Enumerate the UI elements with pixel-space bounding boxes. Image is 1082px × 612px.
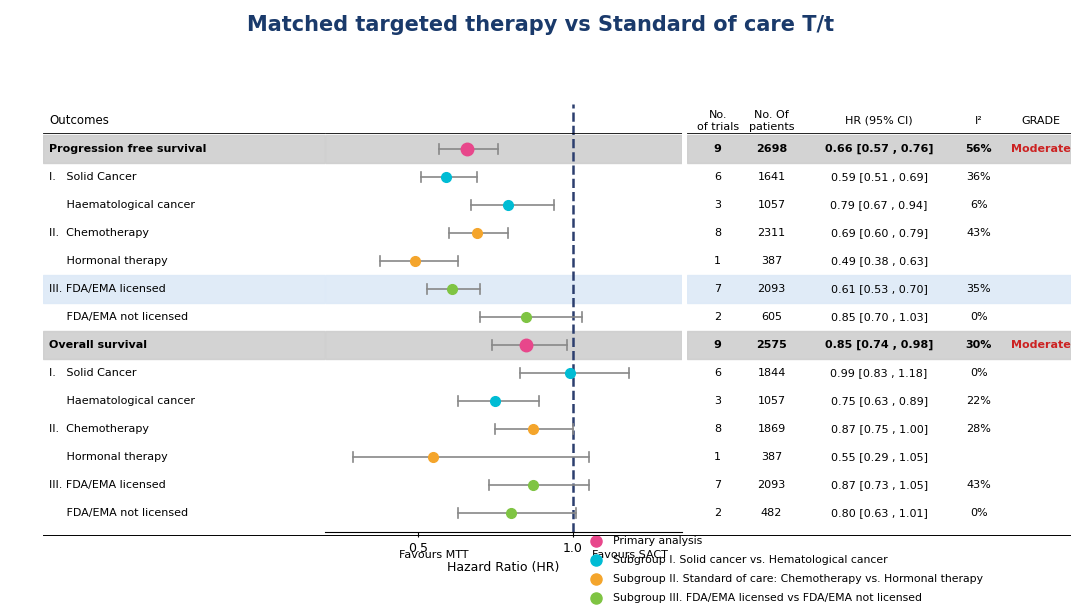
Text: Hormonal therapy: Hormonal therapy	[49, 256, 168, 266]
Bar	[325, 135, 682, 163]
Text: I.   Solid Cancer: I. Solid Cancer	[49, 368, 136, 378]
Text: Haematological cancer: Haematological cancer	[49, 200, 195, 210]
Text: Outcomes: Outcomes	[49, 114, 109, 127]
Text: 22%: 22%	[966, 396, 991, 406]
Text: 1057: 1057	[757, 396, 786, 406]
Text: FDA/EMA not licensed: FDA/EMA not licensed	[49, 508, 188, 518]
Text: 1057: 1057	[757, 200, 786, 210]
Text: GRADE: GRADE	[1021, 116, 1060, 126]
Text: 2: 2	[714, 508, 722, 518]
Text: Subgroup I. Solid cancer vs. Hematological cancer: Subgroup I. Solid cancer vs. Hematologic…	[613, 554, 888, 565]
Text: 605: 605	[761, 312, 782, 322]
Text: FDA/EMA not licensed: FDA/EMA not licensed	[49, 312, 188, 322]
Text: 7: 7	[714, 480, 722, 490]
Text: 1: 1	[714, 452, 722, 462]
Text: 0.59 [0.51 , 0.69]: 0.59 [0.51 , 0.69]	[831, 172, 927, 182]
Text: III. FDA/EMA licensed: III. FDA/EMA licensed	[49, 284, 166, 294]
Text: 482: 482	[761, 508, 782, 518]
Text: I.   Solid Cancer: I. Solid Cancer	[49, 172, 136, 182]
Text: 2698: 2698	[756, 144, 788, 154]
Text: 2575: 2575	[756, 340, 787, 350]
Bar	[325, 275, 682, 303]
Text: 56%: 56%	[965, 144, 992, 154]
Text: 2: 2	[714, 312, 722, 322]
Text: 0.49 [0.38 , 0.63]: 0.49 [0.38 , 0.63]	[831, 256, 927, 266]
Text: 0.75 [0.63 , 0.89]: 0.75 [0.63 , 0.89]	[831, 396, 927, 406]
Text: No.
of trials: No. of trials	[697, 110, 739, 132]
Text: 3: 3	[714, 200, 722, 210]
Text: 387: 387	[761, 256, 782, 266]
Text: Moderate: Moderate	[1011, 340, 1070, 350]
Text: 28%: 28%	[966, 424, 991, 434]
Bar	[43, 331, 325, 359]
Text: 8: 8	[714, 424, 722, 434]
Bar	[325, 331, 682, 359]
Text: 6: 6	[714, 368, 722, 378]
Text: 9: 9	[714, 340, 722, 350]
Text: 387: 387	[761, 452, 782, 462]
Bar	[687, 275, 1071, 303]
Text: Subgroup II. Standard of care: Chemotherapy vs. Hormonal therapy: Subgroup II. Standard of care: Chemother…	[613, 574, 984, 584]
Text: 36%: 36%	[966, 172, 991, 182]
Text: Haematological cancer: Haematological cancer	[49, 396, 195, 406]
Text: 8: 8	[714, 228, 722, 238]
Text: II.  Chemotherapy: II. Chemotherapy	[49, 424, 149, 434]
Text: 0.79 [0.67 , 0.94]: 0.79 [0.67 , 0.94]	[831, 200, 927, 210]
Text: 6%: 6%	[971, 200, 988, 210]
Text: 0.66 [0.57 , 0.76]: 0.66 [0.57 , 0.76]	[824, 144, 934, 154]
Text: Favours MTT: Favours MTT	[398, 550, 469, 559]
Text: 1869: 1869	[757, 424, 786, 434]
Text: 43%: 43%	[966, 228, 991, 238]
Text: II.  Chemotherapy: II. Chemotherapy	[49, 228, 149, 238]
Text: 9: 9	[714, 144, 722, 154]
Text: Matched targeted therapy vs Standard of care T/t: Matched targeted therapy vs Standard of …	[248, 15, 834, 35]
Text: 0.85 [0.70 , 1.03]: 0.85 [0.70 , 1.03]	[831, 312, 927, 322]
Text: 3: 3	[714, 396, 722, 406]
Text: Subgroup III. FDA/EMA licensed vs FDA/EMA not licensed: Subgroup III. FDA/EMA licensed vs FDA/EM…	[613, 593, 923, 603]
Text: Overall survival: Overall survival	[49, 340, 147, 350]
Text: 43%: 43%	[966, 480, 991, 490]
Text: Moderate: Moderate	[1011, 144, 1070, 154]
Text: 30%: 30%	[966, 340, 992, 350]
Text: 0.55 [0.29 , 1.05]: 0.55 [0.29 , 1.05]	[831, 452, 927, 462]
Bar	[43, 275, 325, 303]
Text: Hormonal therapy: Hormonal therapy	[49, 452, 168, 462]
Text: Favours SACT: Favours SACT	[592, 550, 668, 559]
Text: 0.61 [0.53 , 0.70]: 0.61 [0.53 , 0.70]	[831, 284, 927, 294]
Bar	[43, 135, 325, 163]
Text: 2093: 2093	[757, 480, 786, 490]
Text: III. FDA/EMA licensed: III. FDA/EMA licensed	[49, 480, 166, 490]
Text: 0.87 [0.75 , 1.00]: 0.87 [0.75 , 1.00]	[831, 424, 927, 434]
Text: 6: 6	[714, 172, 722, 182]
Text: 0.99 [0.83 , 1.18]: 0.99 [0.83 , 1.18]	[831, 368, 927, 378]
Text: 0.85 [0.74 , 0.98]: 0.85 [0.74 , 0.98]	[824, 340, 934, 350]
Text: I²: I²	[975, 116, 982, 126]
Text: 35%: 35%	[966, 284, 991, 294]
Text: HR (95% CI): HR (95% CI)	[845, 116, 913, 126]
Text: 2311: 2311	[757, 228, 786, 238]
X-axis label: Hazard Ratio (HR): Hazard Ratio (HR)	[447, 561, 559, 573]
Text: 1: 1	[714, 256, 722, 266]
Text: 1641: 1641	[757, 172, 786, 182]
Text: 0%: 0%	[971, 312, 988, 322]
Text: Progression free survival: Progression free survival	[49, 144, 207, 154]
Bar	[687, 135, 1071, 163]
Bar	[687, 331, 1071, 359]
Text: 7: 7	[714, 284, 722, 294]
Text: 0.69 [0.60 , 0.79]: 0.69 [0.60 , 0.79]	[831, 228, 927, 238]
Text: 0%: 0%	[971, 508, 988, 518]
Text: 2093: 2093	[757, 284, 786, 294]
Text: 1844: 1844	[757, 368, 786, 378]
Text: No. Of
patients: No. Of patients	[749, 110, 794, 132]
Text: 0.80 [0.63 , 1.01]: 0.80 [0.63 , 1.01]	[831, 508, 927, 518]
Text: Primary analysis: Primary analysis	[613, 536, 702, 546]
Text: 0.87 [0.73 , 1.05]: 0.87 [0.73 , 1.05]	[831, 480, 927, 490]
Text: 0%: 0%	[971, 368, 988, 378]
